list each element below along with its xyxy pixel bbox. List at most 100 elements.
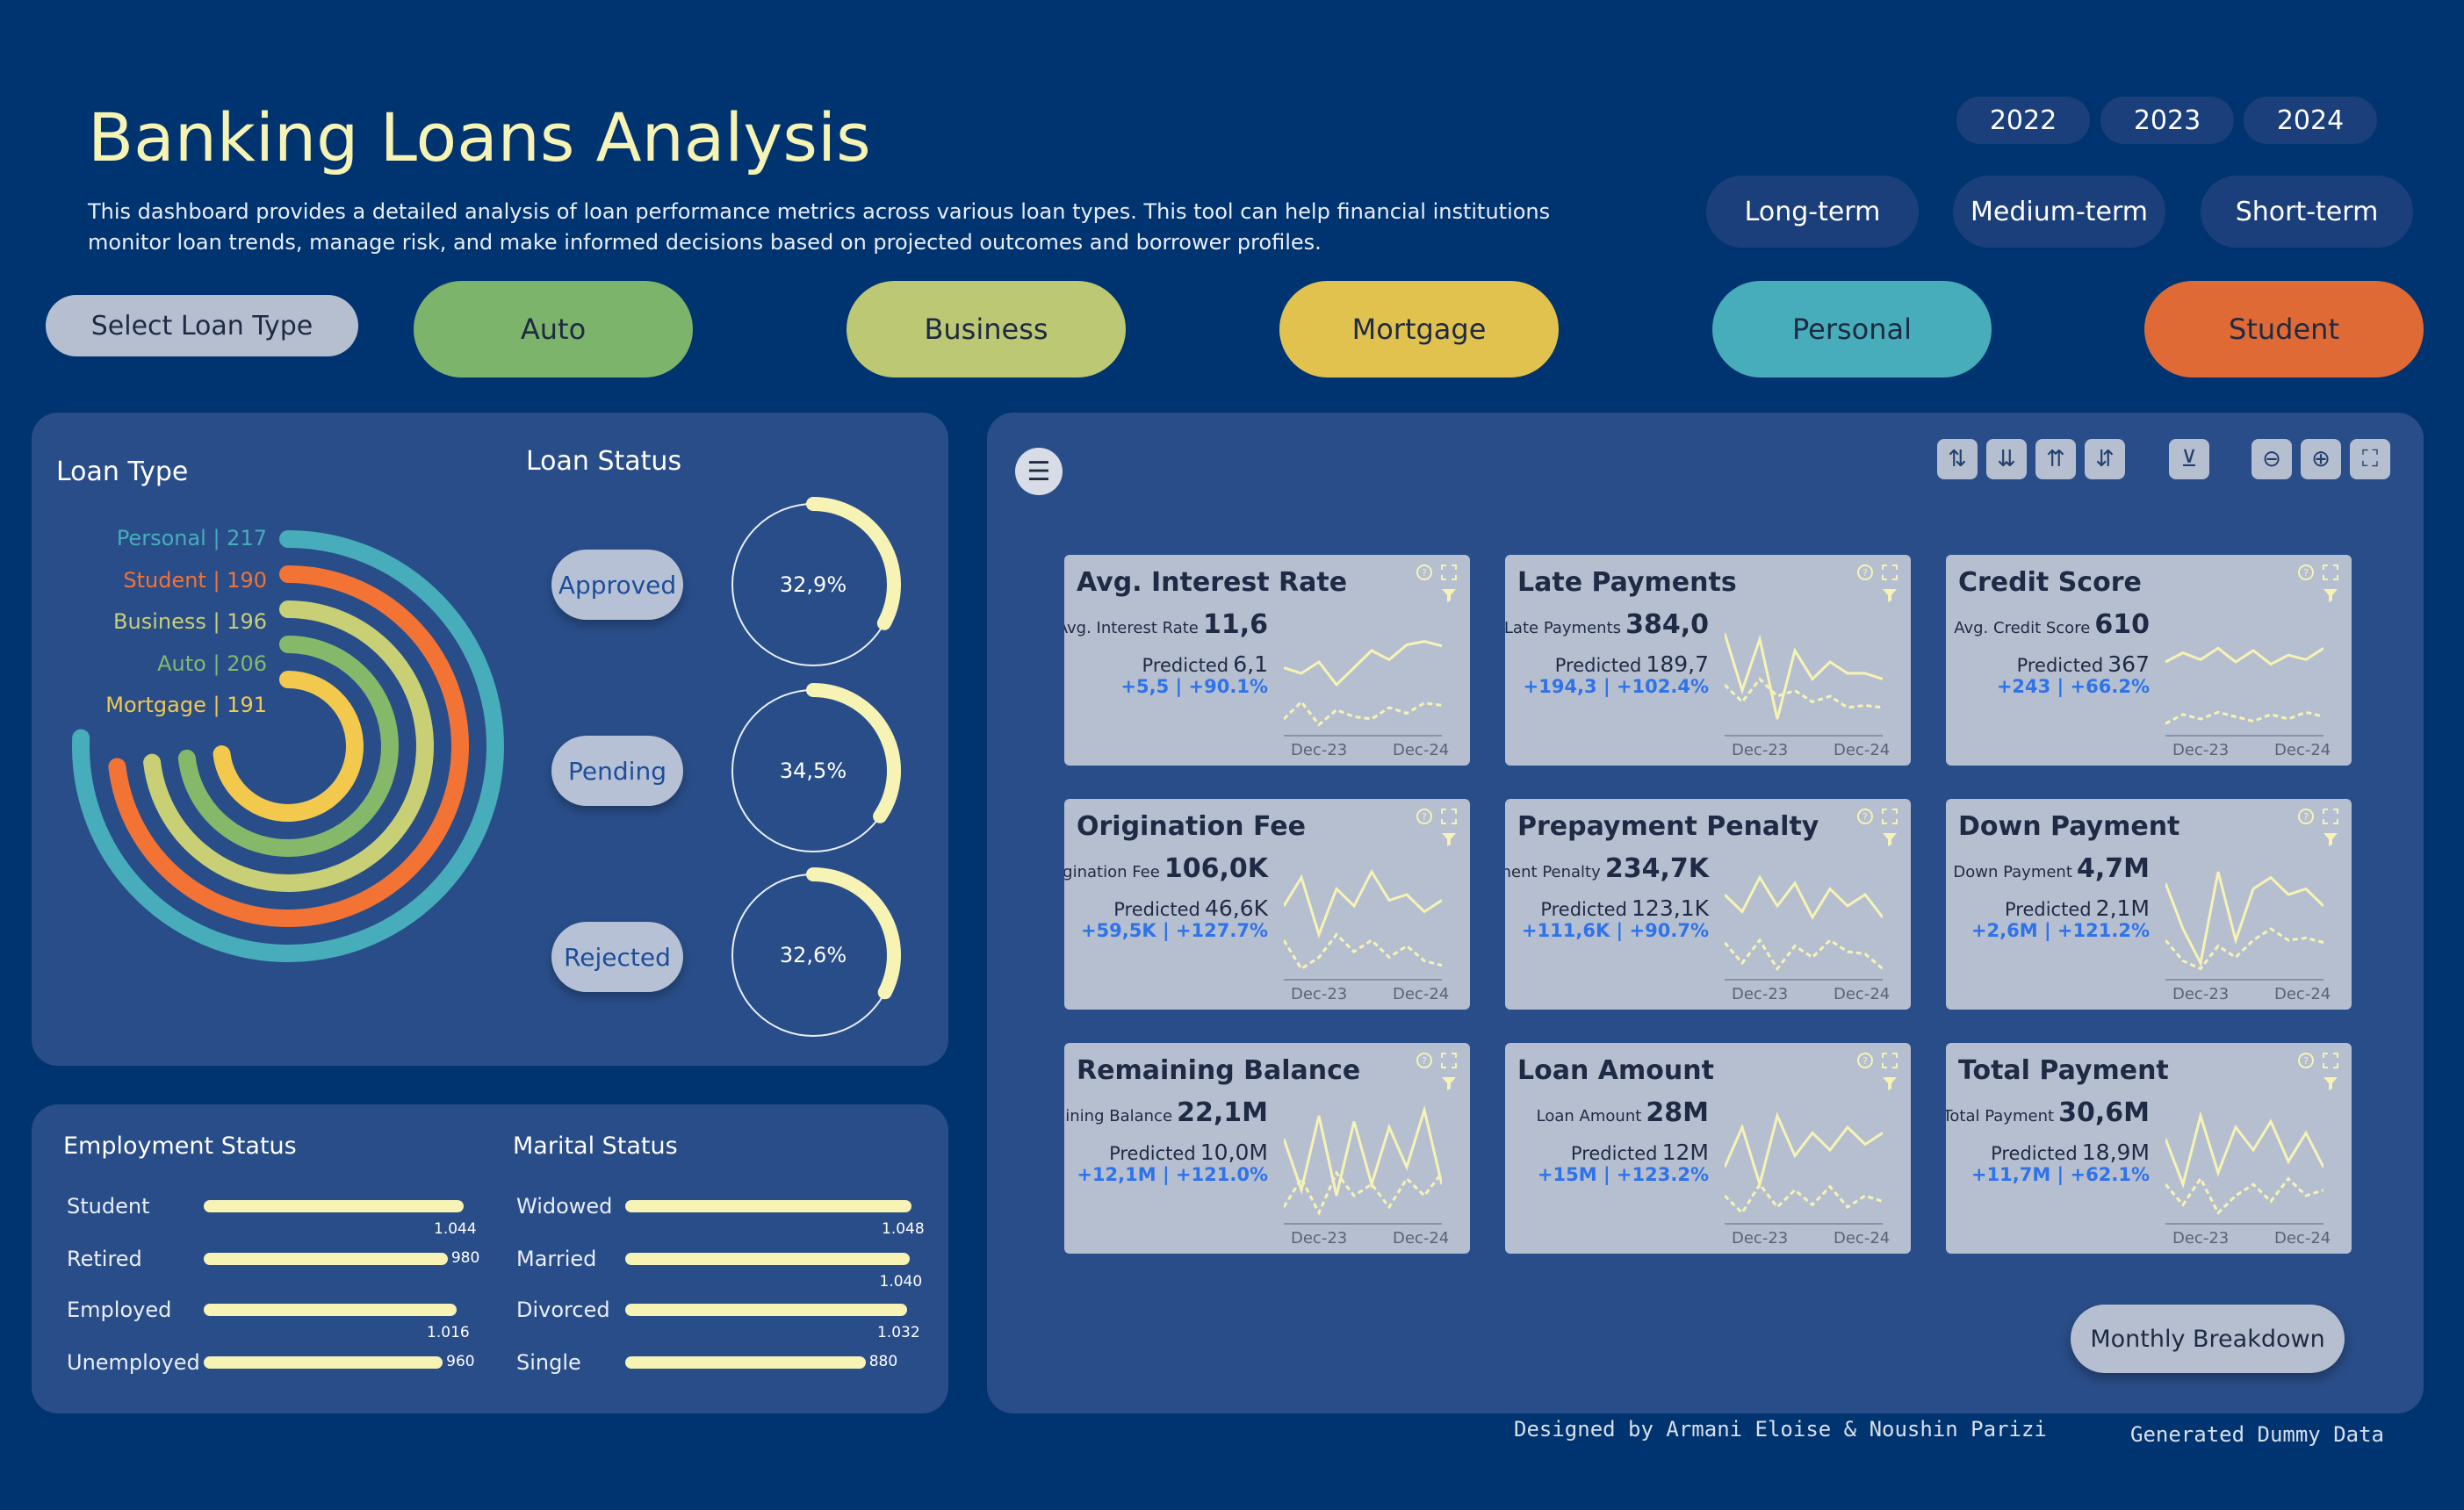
sort-asc-icon[interactable]: ⇅ <box>1937 439 1978 479</box>
loan-type-mortgage-button[interactable]: Mortgage <box>1279 281 1559 378</box>
filter-icon[interactable] <box>2322 586 2339 604</box>
kpi-sparkline <box>1284 868 1442 981</box>
sort-az-icon[interactable]: ⇈ <box>2035 439 2076 479</box>
ring-label: Auto | 206 <box>157 651 267 676</box>
loan-type-title: Loan Type <box>56 457 189 487</box>
help-icon[interactable]: ? <box>2297 808 2315 825</box>
kpi-card[interactable]: Late Payments Late Payments 384,0 Predic… <box>1505 555 1911 766</box>
kpi-sparkline <box>1284 1104 1442 1225</box>
expand-icon[interactable] <box>2322 808 2339 825</box>
filter-icon[interactable] <box>1440 1075 1458 1092</box>
loan-type-status-panel: Loan Type Loan Status Personal | 217 Stud… <box>32 413 948 1066</box>
kpi-card[interactable]: Total Payment Total Payment 30,6M Predic… <box>1946 1043 2352 1254</box>
kpi-axis-start: Dec-23 <box>1291 741 1348 759</box>
help-icon[interactable]: ? <box>1856 564 1874 581</box>
fullscreen-icon[interactable]: ⛶ <box>2350 439 2390 479</box>
year-2024-button[interactable]: 2024 <box>2244 97 2377 144</box>
kpi-axis-end: Dec-24 <box>1834 1229 1891 1248</box>
kpi-title: Remaining Balance <box>1077 1055 1361 1086</box>
bar[interactable] <box>625 1200 911 1212</box>
kpi-panel: ☰ ⇅ ⇊ ⇈ ⇵ ⊻ ⊖ ⊕ ⛶ Avg. Interest Rate Avg… <box>987 413 2424 1413</box>
status-donut-arc[interactable] <box>806 683 901 823</box>
help-icon[interactable]: ? <box>1416 808 1433 825</box>
kpi-metric: Late Payments 384,0 <box>1505 609 1709 640</box>
sort-desc-icon[interactable]: ⇊ <box>1986 439 2027 479</box>
predicted-line <box>2165 927 2324 971</box>
approved-pct: 32,9% <box>779 572 847 597</box>
zoom-in-icon[interactable]: ⊕ <box>2301 439 2341 479</box>
predicted-line <box>1725 1182 1883 1215</box>
ring-label: Student | 190 <box>123 568 267 593</box>
sort-za-icon[interactable]: ⇵ <box>2085 439 2125 479</box>
ring-arc[interactable] <box>72 530 504 962</box>
help-icon[interactable]: ? <box>1416 564 1433 581</box>
help-icon[interactable]: ? <box>2297 1052 2315 1069</box>
year-2023-button[interactable]: 2023 <box>2100 97 2234 144</box>
expand-icon[interactable] <box>2322 564 2339 581</box>
bar[interactable] <box>204 1356 443 1369</box>
pending-badge[interactable]: Pending <box>551 736 683 806</box>
kpi-sparkline <box>1725 1111 1883 1225</box>
help-icon[interactable]: ? <box>2297 564 2315 581</box>
bar[interactable] <box>204 1304 457 1316</box>
kpi-predicted: Predicted 18,9M <box>1991 1140 2150 1165</box>
expand-icon[interactable] <box>1440 1052 1458 1069</box>
kpi-card[interactable]: Down Payment Down Payment 4,7M Predicted… <box>1946 799 2352 1010</box>
kpi-card[interactable]: Loan Amount Loan Amount 28M Predicted 12… <box>1505 1043 1911 1254</box>
hamburger-icon[interactable]: ☰ <box>1015 448 1063 495</box>
kpi-axis-end: Dec-24 <box>2274 985 2331 1003</box>
expand-icon[interactable] <box>1440 564 1458 581</box>
expand-icon[interactable] <box>1440 808 1458 825</box>
kpi-sparkline <box>2165 871 2324 981</box>
kpi-card[interactable]: Remaining Balance Remaining Balance 22,1… <box>1064 1043 1470 1254</box>
approved-badge[interactable]: Approved <box>551 550 683 620</box>
kpi-predicted: Predicted 123,1K <box>1540 895 1709 921</box>
bar[interactable] <box>625 1253 910 1265</box>
help-icon[interactable]: ? <box>1856 1052 1874 1069</box>
long-term-button[interactable]: Long-term <box>1706 176 1919 248</box>
loan-type-business-button[interactable]: Business <box>847 281 1126 378</box>
help-icon[interactable]: ? <box>1416 1052 1433 1069</box>
kpi-card[interactable]: Credit Score Avg. Credit Score 610 Predi… <box>1946 555 2352 766</box>
kpi-axis-start: Dec-23 <box>1291 1229 1348 1248</box>
filter-icon[interactable] <box>1881 586 1898 604</box>
rejected-badge[interactable]: Rejected <box>551 922 683 992</box>
loan-type-personal-button[interactable]: Personal <box>1712 281 1992 378</box>
help-icon[interactable]: ? <box>1856 808 1874 825</box>
ring-arc[interactable] <box>108 565 469 927</box>
kpi-title: Loan Amount <box>1517 1055 1714 1086</box>
expand-icon[interactable] <box>1881 1052 1898 1069</box>
kpi-axis-end: Dec-24 <box>2274 741 2331 759</box>
bar[interactable] <box>204 1200 464 1212</box>
filter-icon[interactable] <box>2322 1075 2339 1092</box>
svg-text:?: ? <box>1422 567 1427 579</box>
ring-arc[interactable] <box>143 600 434 892</box>
expand-icon[interactable] <box>2322 1052 2339 1069</box>
monthly-breakdown-button[interactable]: Monthly Breakdown <box>2071 1305 2345 1373</box>
kpi-predicted: Predicted 2,1M <box>2004 895 2150 921</box>
kpi-card[interactable]: Origination Fee Origination Fee 106,0K P… <box>1064 799 1470 1010</box>
expand-icon[interactable] <box>1881 808 1898 825</box>
expand-icon[interactable] <box>1881 564 1898 581</box>
kpi-card[interactable]: Avg. Interest Rate Avg. Interest Rate 11… <box>1064 555 1470 766</box>
clear-filter-icon[interactable]: ⊻ <box>2169 439 2209 479</box>
medium-term-button[interactable]: Medium-term <box>1953 176 2165 248</box>
bar[interactable] <box>204 1253 448 1265</box>
filter-icon[interactable] <box>1440 586 1458 604</box>
filter-icon[interactable] <box>2322 830 2339 848</box>
loan-type-auto-button[interactable]: Auto <box>414 281 693 378</box>
loan-type-student-button[interactable]: Student <box>2144 281 2424 378</box>
filter-icon[interactable] <box>1881 1075 1898 1092</box>
status-donut-arc[interactable] <box>806 867 901 1000</box>
filter-icon[interactable] <box>1440 830 1458 848</box>
filter-icon[interactable] <box>1881 830 1898 848</box>
zoom-out-icon[interactable]: ⊖ <box>2251 439 2292 479</box>
short-term-button[interactable]: Short-term <box>2201 176 2413 248</box>
ring-arc[interactable] <box>177 636 399 857</box>
year-2022-button[interactable]: 2022 <box>1956 97 2090 144</box>
bar[interactable] <box>625 1356 866 1369</box>
status-donut-arc[interactable] <box>806 497 901 630</box>
ring-arc[interactable] <box>213 671 364 822</box>
kpi-card[interactable]: Prepayment Penalty Prepayment Penalty 23… <box>1505 799 1911 1010</box>
bar[interactable] <box>625 1304 908 1316</box>
